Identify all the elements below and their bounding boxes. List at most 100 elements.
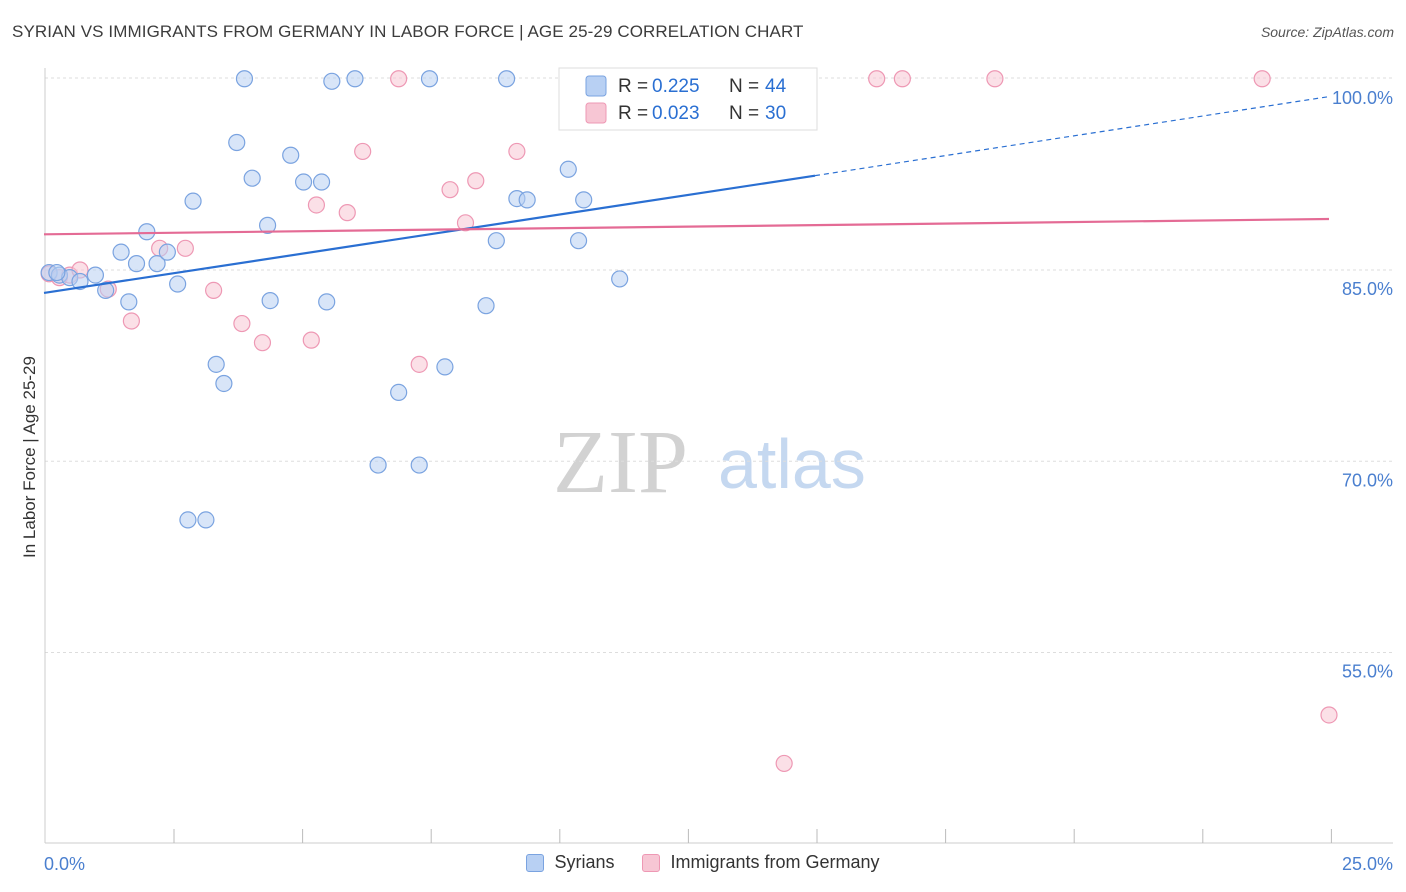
syrian-point <box>312 173 331 191</box>
syrian-point <box>48 263 66 282</box>
germany-point <box>456 214 475 232</box>
chart-title: SYRIAN VS IMMIGRANTS FROM GERMANY IN LAB… <box>12 22 804 41</box>
germany-point <box>1320 706 1338 724</box>
germany-point <box>893 70 911 88</box>
syrian-points <box>40 70 629 529</box>
syrian-point <box>258 216 277 234</box>
germany-swatch <box>585 102 607 124</box>
tick-labels: 100.0% 85.0% 70.0% 55.0% 0.0% 25.0% <box>44 88 1393 874</box>
germany-point <box>467 172 485 190</box>
germany-points <box>40 70 1338 773</box>
watermark-atlas: atlas <box>718 425 866 503</box>
germany-point <box>508 142 526 161</box>
syrian-point <box>420 70 439 88</box>
syrian-point <box>261 292 279 310</box>
germany-point <box>302 331 320 349</box>
syrian-point <box>148 255 166 273</box>
syrian-point <box>611 270 629 288</box>
syrian-point <box>369 456 387 474</box>
syrian-point <box>207 355 225 373</box>
axes <box>44 68 1393 844</box>
germany-point <box>176 239 194 257</box>
legend-swatch-syrians <box>526 853 545 872</box>
syrian-point <box>86 266 105 284</box>
syrian-point <box>228 133 246 152</box>
trend-lines <box>43 96 1330 295</box>
germany-point <box>233 314 251 333</box>
syrian-point <box>71 272 89 291</box>
bottom-legend: Syrians Immigrants from Germany <box>0 852 1406 873</box>
syrian-point <box>410 456 428 474</box>
syrian-point <box>487 232 505 250</box>
syrians-n-label: N = <box>729 76 759 97</box>
syrian-point <box>215 374 233 393</box>
germany-point <box>253 334 272 352</box>
germany-point <box>307 196 326 214</box>
syrian-point <box>235 70 254 88</box>
legend-swatch-germany <box>642 853 661 872</box>
x-tick-label: 0.0% <box>44 854 85 874</box>
germany-point <box>775 754 793 773</box>
syrian-point <box>97 281 115 299</box>
syrian-point <box>575 191 593 209</box>
germany-point <box>390 70 408 88</box>
watermark-zip: ZIP <box>553 413 688 512</box>
syrian-point <box>120 293 138 311</box>
germany-trend-line <box>43 217 1330 236</box>
germany-point <box>205 281 223 299</box>
legend-label-germany: Immigrants from Germany <box>670 852 880 872</box>
syrian-point <box>243 169 261 187</box>
syrian-point <box>127 255 146 273</box>
syrian-point <box>294 173 313 191</box>
syrian-point <box>179 511 197 529</box>
y-axis-label: In Labor Force | Age 25-29 <box>20 356 39 558</box>
germany-point <box>410 355 428 373</box>
germany-point <box>986 70 1004 88</box>
germany-n-value: 30 <box>765 103 786 124</box>
syrian-point <box>197 511 215 529</box>
y-tick-label: 100.0% <box>1332 88 1393 108</box>
legend-item-syrians: Syrians <box>526 852 614 873</box>
syrians-n-value: 44 <box>765 76 787 97</box>
germany-point <box>868 70 886 88</box>
stats-legend: R = 0.225 N = 44 R = 0.023 N = 30 <box>558 67 818 131</box>
legend-label-syrians: Syrians <box>554 852 615 872</box>
syrian-point <box>138 223 156 241</box>
x-tick-label: 25.0% <box>1342 854 1393 874</box>
syrian-point <box>569 232 588 250</box>
syrian-point <box>477 297 495 315</box>
germany-r-label: R = <box>618 103 648 124</box>
germany-point <box>441 181 459 199</box>
syrians-swatch <box>585 75 607 97</box>
y-tick-label: 55.0% <box>1342 662 1393 682</box>
germany-point <box>338 204 356 222</box>
syrian-point <box>184 192 202 210</box>
syrian-point <box>559 160 577 178</box>
syrians-r-label: R = <box>618 76 648 97</box>
source-credit: Source: ZipAtlas.com <box>1260 24 1394 40</box>
y-tick-label: 70.0% <box>1342 470 1393 490</box>
y-tick-label: 85.0% <box>1342 279 1393 299</box>
germany-n-label: N = <box>729 103 759 124</box>
syrian-point <box>282 146 300 164</box>
germany-point <box>1253 70 1271 88</box>
syrian-trend-line <box>43 174 816 295</box>
syrian-point <box>518 191 536 209</box>
syrian-point <box>318 293 336 311</box>
syrians-r-value: 0.225 <box>652 76 700 97</box>
syrian-point <box>346 70 364 88</box>
syrian-point <box>158 243 176 261</box>
syrian-point <box>390 383 408 401</box>
germany-point <box>122 312 140 330</box>
syrian-point <box>498 70 516 88</box>
syrian-point <box>436 358 454 376</box>
syrian-trend-extension <box>814 96 1330 177</box>
germany-r-value: 0.023 <box>652 103 700 124</box>
syrian-point <box>323 72 341 90</box>
germany-point <box>354 142 372 161</box>
syrian-point <box>169 275 187 293</box>
legend-item-germany: Immigrants from Germany <box>642 852 880 873</box>
syrian-point <box>112 243 130 261</box>
gridlines <box>45 77 1393 653</box>
